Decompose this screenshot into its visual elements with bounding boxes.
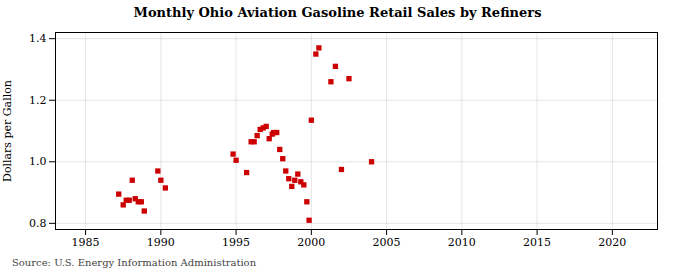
svg-text:1.2: 1.2: [29, 94, 47, 107]
svg-text:2000: 2000: [297, 236, 325, 249]
svg-text:1985: 1985: [72, 236, 100, 249]
svg-text:0.8: 0.8: [29, 217, 47, 230]
svg-text:Dollars per Gallon: Dollars per Gallon: [1, 80, 14, 182]
svg-text:1995: 1995: [222, 236, 250, 249]
svg-text:2010: 2010: [448, 236, 476, 249]
svg-text:2005: 2005: [373, 236, 401, 249]
html-text:Monthly Ohio Aviation Gasoline: Monthly Ohio Aviation Gasoline Retail Sa…: [133, 5, 542, 20]
svg-text:2020: 2020: [598, 236, 626, 249]
svg-text:1.4: 1.4: [29, 32, 47, 45]
html-text:Source: U.S. Energy Informatio: Source: U.S. Energy Information Administ…: [12, 257, 257, 268]
svg-text:2015: 2015: [523, 236, 551, 249]
svg-text:1990: 1990: [147, 236, 175, 249]
svg-text:1.0: 1.0: [29, 155, 47, 168]
